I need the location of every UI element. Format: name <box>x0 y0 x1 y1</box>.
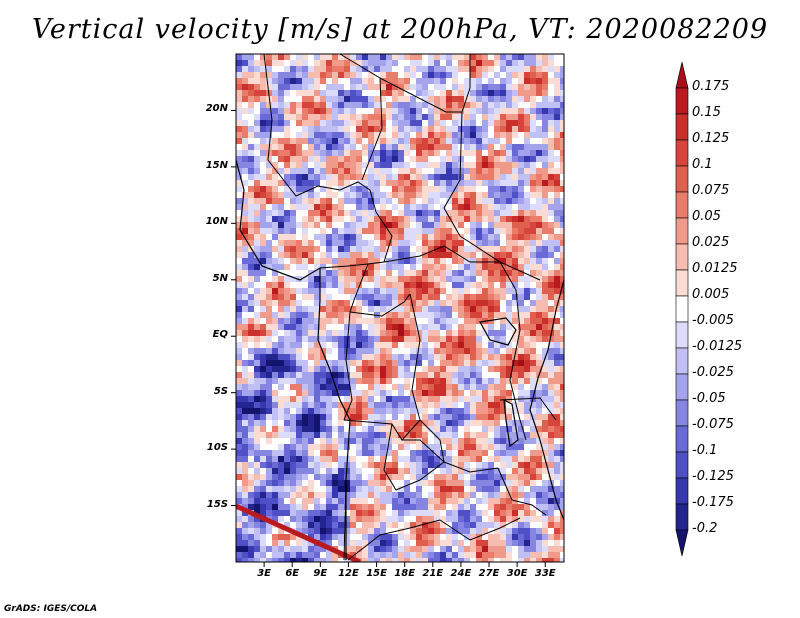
lon-label: 3E <box>257 568 271 579</box>
colorbar-label: -0.0125 <box>692 339 743 354</box>
colorbar-swatch <box>675 139 689 167</box>
colorbar-swatch <box>675 87 689 115</box>
colorbar-swatch <box>675 165 689 193</box>
grads-credit: GrADS: IGES/COLA <box>4 604 98 614</box>
lat-label: 20N <box>205 103 228 115</box>
colorbar-label: -0.05 <box>692 391 726 406</box>
colorbar-swatch <box>675 191 689 219</box>
colorbar-swatch <box>675 451 689 479</box>
colorbar-swatch <box>675 217 689 245</box>
lon-label: 6E <box>285 568 300 579</box>
lon-label: 33E <box>534 568 556 579</box>
lon-label: 21E <box>422 568 444 579</box>
lon-label: 18E <box>394 568 416 579</box>
coastline <box>236 159 564 560</box>
lat-label: 15S <box>206 498 228 510</box>
chart-title: Vertical velocity [m/s] at 200hPa, VT: 2… <box>31 14 769 45</box>
lat-label: 10S <box>206 442 228 454</box>
colorbar-swatch <box>675 243 689 271</box>
colorbar-swatch <box>675 373 689 401</box>
colorbar-label: -0.175 <box>692 495 734 510</box>
colorbar-label: 0.075 <box>692 183 730 198</box>
axis-ticks <box>231 109 546 567</box>
colorbar-label: 0.1 <box>692 157 713 172</box>
colorbar-label: 0.025 <box>692 235 730 250</box>
colorbar-swatch <box>675 295 689 323</box>
colorbar-label: 0.125 <box>692 131 730 146</box>
colorbar-swatch <box>675 347 689 375</box>
lat-label: 5S <box>213 385 228 397</box>
colorbar-label: 0.005 <box>692 287 730 302</box>
colorbar-label: -0.2 <box>692 521 718 536</box>
lon-label: 12E <box>338 568 359 579</box>
colorbar-label: -0.075 <box>692 417 734 432</box>
lat-label: EQ <box>212 329 228 341</box>
lon-label: 9E <box>313 568 328 579</box>
colorbar-swatch <box>675 321 689 349</box>
colorbar-label: 0.0125 <box>692 261 738 276</box>
colorbar-label: -0.1 <box>692 443 718 458</box>
colorbar-swatch <box>675 61 689 89</box>
colorbar-label: -0.005 <box>692 313 734 328</box>
colorbar-swatch <box>675 399 689 427</box>
colorbar-label: -0.025 <box>692 365 734 380</box>
colorbar-swatch <box>675 425 689 453</box>
colorbar-swatch <box>675 269 689 297</box>
lon-label: 27E <box>478 568 500 579</box>
lat-label: 15N <box>205 159 228 171</box>
country-borders <box>263 54 557 561</box>
colorbar <box>675 61 689 557</box>
lon-label: 24E <box>450 568 472 579</box>
colorbar-label: 0.15 <box>692 105 721 120</box>
lat-label: 5N <box>212 272 228 284</box>
colorbar-label: 0.05 <box>692 209 721 224</box>
colorbar-label: 0.175 <box>692 79 730 94</box>
lon-label: 15E <box>366 568 387 579</box>
colorbar-swatch <box>675 529 689 557</box>
lon-label: 30E <box>506 568 528 579</box>
lat-label: 10N <box>205 216 228 228</box>
colorbar-label: -0.125 <box>692 469 734 484</box>
colorbar-swatch <box>675 503 689 531</box>
colorbar-swatch <box>675 113 689 141</box>
map-frame <box>235 53 565 563</box>
colorbar-swatch <box>675 477 689 505</box>
